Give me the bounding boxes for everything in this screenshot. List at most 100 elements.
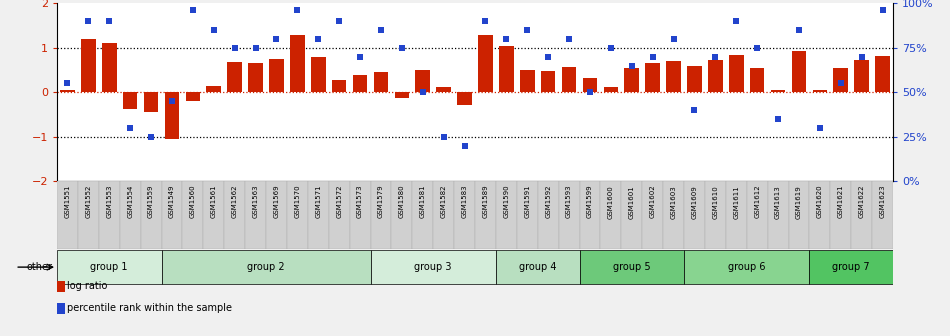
Bar xyxy=(624,68,639,92)
Bar xyxy=(120,181,141,249)
Point xyxy=(750,45,765,51)
Bar xyxy=(561,67,577,92)
Bar xyxy=(768,181,788,249)
Text: GSM1562: GSM1562 xyxy=(232,185,238,218)
Bar xyxy=(872,181,893,249)
Bar xyxy=(729,54,744,92)
Point xyxy=(269,36,284,42)
Text: GSM1621: GSM1621 xyxy=(838,185,844,218)
Point xyxy=(81,18,96,24)
Bar xyxy=(394,92,409,98)
Bar xyxy=(747,181,768,249)
Bar xyxy=(269,59,284,92)
Text: GSM1560: GSM1560 xyxy=(190,185,196,218)
Bar xyxy=(99,181,120,249)
Bar xyxy=(454,181,475,249)
Text: other: other xyxy=(27,262,52,272)
Bar xyxy=(415,70,430,92)
Point xyxy=(394,45,409,51)
Bar xyxy=(206,86,221,92)
Point xyxy=(541,54,556,59)
Bar xyxy=(227,62,242,92)
Bar xyxy=(203,181,224,249)
Point xyxy=(603,45,618,51)
Bar xyxy=(854,60,869,92)
Bar xyxy=(791,51,807,92)
Point xyxy=(206,28,221,33)
Bar xyxy=(517,181,538,249)
Bar xyxy=(708,60,723,92)
Text: GSM1551: GSM1551 xyxy=(65,185,70,218)
Text: GSM1620: GSM1620 xyxy=(817,185,823,218)
Bar xyxy=(329,181,350,249)
Bar xyxy=(809,251,893,284)
Bar xyxy=(582,78,598,92)
Text: GSM1552: GSM1552 xyxy=(86,185,91,218)
Point xyxy=(311,36,326,42)
Bar xyxy=(182,181,203,249)
Text: GSM1549: GSM1549 xyxy=(169,185,175,218)
Bar xyxy=(496,251,580,284)
Point xyxy=(123,125,138,131)
Text: GSM1573: GSM1573 xyxy=(357,185,363,218)
Text: GSM1554: GSM1554 xyxy=(127,185,133,218)
Point xyxy=(854,54,869,59)
Text: GSM1582: GSM1582 xyxy=(441,185,446,218)
Bar xyxy=(245,181,266,249)
Bar xyxy=(851,181,872,249)
Bar xyxy=(621,181,642,249)
Bar xyxy=(559,181,580,249)
Point xyxy=(729,18,744,24)
Point xyxy=(770,117,786,122)
Bar xyxy=(332,80,347,92)
Point xyxy=(582,90,598,95)
Text: GSM1561: GSM1561 xyxy=(211,185,217,218)
Bar xyxy=(684,251,809,284)
Text: group 5: group 5 xyxy=(613,262,651,272)
Text: GSM1602: GSM1602 xyxy=(650,185,656,218)
Text: GSM1613: GSM1613 xyxy=(775,185,781,218)
Bar xyxy=(266,181,287,249)
Text: group 6: group 6 xyxy=(728,262,766,272)
Text: GSM1619: GSM1619 xyxy=(796,185,802,218)
Bar xyxy=(143,92,159,113)
Point xyxy=(457,143,472,149)
Bar xyxy=(496,181,517,249)
Bar xyxy=(538,181,559,249)
Bar xyxy=(684,181,705,249)
Bar xyxy=(600,181,621,249)
Bar xyxy=(750,68,765,92)
Bar xyxy=(57,251,162,284)
Bar xyxy=(475,181,496,249)
Bar xyxy=(520,70,535,92)
Text: GSM1563: GSM1563 xyxy=(253,185,258,218)
Point xyxy=(833,81,848,86)
Point xyxy=(373,28,389,33)
Bar xyxy=(287,181,308,249)
Text: GSM1599: GSM1599 xyxy=(587,185,593,218)
Point xyxy=(666,36,681,42)
Point xyxy=(415,90,430,95)
Bar xyxy=(833,68,848,92)
Text: GSM1569: GSM1569 xyxy=(274,185,279,218)
Bar xyxy=(726,181,747,249)
Bar xyxy=(666,61,681,92)
Point xyxy=(875,8,890,13)
Bar xyxy=(224,181,245,249)
Bar xyxy=(642,181,663,249)
Text: GSM1609: GSM1609 xyxy=(692,185,697,218)
Bar xyxy=(478,35,493,92)
Text: GSM1622: GSM1622 xyxy=(859,185,865,218)
Bar xyxy=(436,87,451,92)
Text: GSM1593: GSM1593 xyxy=(566,185,572,218)
Bar xyxy=(350,181,370,249)
Point xyxy=(645,54,660,59)
Text: GSM1610: GSM1610 xyxy=(712,185,718,218)
Text: GSM1553: GSM1553 xyxy=(106,185,112,218)
Bar xyxy=(645,64,660,92)
Text: percentile rank within the sample: percentile rank within the sample xyxy=(67,303,233,313)
Text: GSM1600: GSM1600 xyxy=(608,185,614,218)
Bar xyxy=(580,181,600,249)
Text: GSM1591: GSM1591 xyxy=(524,185,530,218)
Bar xyxy=(770,90,786,92)
